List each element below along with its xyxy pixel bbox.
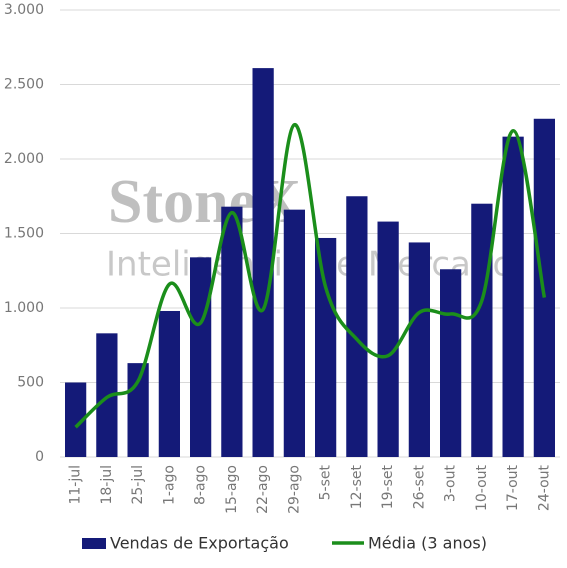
x-tick-label: 24-out	[536, 464, 552, 511]
y-tick-label: 1.500	[4, 226, 44, 242]
line	[74, 122, 547, 429]
bar	[190, 257, 212, 457]
bar	[346, 196, 368, 457]
x-tick-label: 17-out	[505, 464, 521, 511]
x-tick-label: 26-set	[411, 464, 427, 509]
x-tick-label: 11-jul	[68, 465, 84, 505]
bar	[283, 209, 305, 457]
x-tick-label: 15-ago	[224, 465, 240, 514]
x-tick-label: 19-set	[380, 464, 396, 509]
bar	[252, 68, 274, 458]
x-tick-label: 18-jul	[99, 465, 115, 505]
x-tick-label: 10-out	[474, 464, 490, 511]
x-tick-label: 5-set	[318, 464, 334, 500]
bar	[315, 237, 337, 457]
x-tick-label: 22-ago	[255, 465, 271, 514]
x-tick-label: 3-out	[443, 464, 459, 502]
bar	[65, 382, 87, 457]
legend-swatch	[82, 538, 106, 549]
bar	[471, 203, 493, 457]
plot: 0 500 1.000 1.500 2.000 2.500 3.000 11-jul 18-ju…	[4, 2, 555, 553]
y-tick-label: 3.000	[4, 2, 44, 18]
legend-label: Média (3 anos)	[368, 534, 487, 553]
y-tick-label: 0	[35, 449, 44, 465]
y-tick-label: 1.000	[4, 300, 44, 316]
y-tick-label: 2.000	[4, 151, 44, 167]
bar	[221, 206, 243, 457]
y-tick-label: 500	[17, 375, 44, 391]
x-tick-label: 1-ago	[161, 465, 177, 505]
y-tick-label: 2.500	[4, 77, 44, 93]
x-tick-label: 29-ago	[286, 465, 302, 514]
bar	[96, 333, 118, 457]
x-tick-label: 8-ago	[193, 465, 209, 505]
bar	[440, 269, 462, 457]
x-tick-label: 25-jul	[130, 465, 146, 505]
bar	[158, 310, 180, 457]
bar	[502, 136, 524, 457]
bar	[377, 221, 399, 457]
legend-label: Vendas de Exportação	[110, 534, 289, 553]
bar	[408, 242, 430, 457]
x-tick-label: 12-set	[349, 464, 365, 509]
